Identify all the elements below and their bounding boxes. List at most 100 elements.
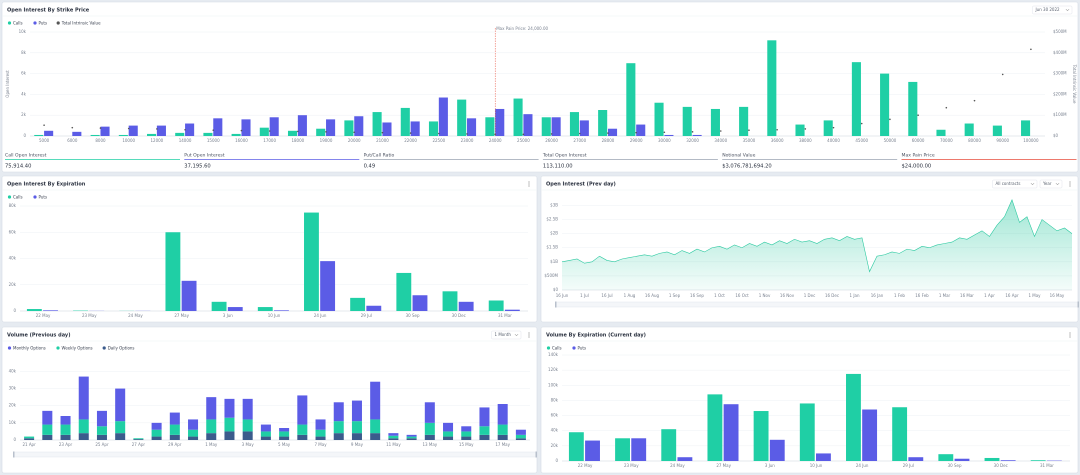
legend-swatch[interactable] bbox=[33, 195, 37, 199]
x-tick-label: 19000 bbox=[320, 138, 333, 143]
x-tick-label: 23 May bbox=[82, 313, 97, 318]
menu-dot[interactable] bbox=[1069, 181, 1071, 183]
x-tick-label: 1 May bbox=[205, 442, 218, 447]
y-tick-label: 60k bbox=[9, 229, 17, 234]
bar-segment bbox=[370, 433, 381, 440]
legend-swatch[interactable] bbox=[102, 346, 106, 350]
menu-dot[interactable] bbox=[528, 334, 530, 336]
bar bbox=[769, 439, 785, 461]
bar bbox=[568, 432, 584, 461]
bar-segment bbox=[479, 434, 490, 440]
navigator[interactable] bbox=[13, 451, 537, 458]
scatter-point bbox=[1001, 73, 1004, 76]
bar-segment bbox=[443, 436, 454, 440]
legend-label[interactable]: Weekly Options bbox=[62, 345, 93, 350]
x-tick-label: 6000 bbox=[67, 138, 78, 143]
x-tick-label: 80000 bbox=[968, 138, 981, 143]
stat-value: 37,195.60 bbox=[184, 164, 210, 170]
scatter-point bbox=[1030, 48, 1032, 51]
menu-dot[interactable] bbox=[528, 185, 530, 187]
bar bbox=[631, 438, 647, 461]
navigator-handle[interactable] bbox=[13, 451, 15, 458]
menu-dot[interactable] bbox=[528, 181, 530, 183]
legend-swatch[interactable] bbox=[572, 346, 576, 350]
bar-segment bbox=[242, 431, 253, 440]
bar-segment bbox=[351, 400, 362, 422]
dropdown-label: Jun 30 2022 bbox=[1035, 7, 1061, 12]
dropdown[interactable] bbox=[1032, 5, 1073, 15]
bar bbox=[287, 130, 298, 136]
bar-segment bbox=[260, 424, 271, 432]
legend-label[interactable]: Total Intrinsic Value bbox=[61, 20, 101, 25]
legend-label[interactable]: Monthly Options bbox=[13, 345, 46, 350]
bar bbox=[908, 81, 918, 136]
x-tick-label: 30 Dec bbox=[452, 313, 466, 318]
bar bbox=[664, 134, 674, 136]
x-tick-label: 25 Apr bbox=[95, 442, 109, 447]
legend-label[interactable]: Calls bbox=[552, 345, 562, 350]
legend-swatch[interactable] bbox=[546, 346, 551, 350]
x-tick-label: 30 Sep bbox=[948, 463, 962, 468]
bar-segment bbox=[351, 433, 362, 440]
bar bbox=[661, 429, 677, 461]
menu-dot[interactable] bbox=[528, 183, 530, 185]
x-tick-label: 16 Jul bbox=[601, 293, 612, 298]
x-tick-label: 3 May bbox=[242, 442, 255, 447]
legend-label[interactable]: Calls bbox=[13, 194, 23, 199]
bar bbox=[984, 457, 1000, 461]
x-tick-label: 10 Jun bbox=[810, 463, 823, 468]
legend-swatch[interactable] bbox=[7, 195, 12, 199]
x-tick-label: 1 Apr bbox=[984, 293, 995, 298]
legend-swatch[interactable] bbox=[7, 346, 12, 350]
x-tick-label: 17000 bbox=[263, 138, 276, 143]
bar bbox=[259, 127, 269, 136]
bar-segment bbox=[96, 426, 107, 435]
bar bbox=[615, 438, 630, 461]
y-tick-label: 20k bbox=[9, 403, 17, 408]
legend-label[interactable]: Daily Options bbox=[108, 345, 135, 350]
x-tick-label: 30 Dec bbox=[994, 463, 1008, 468]
bar-segment bbox=[151, 422, 162, 430]
legend-swatch[interactable] bbox=[33, 21, 37, 25]
bar-segment bbox=[115, 388, 126, 422]
bar bbox=[185, 123, 195, 136]
x-tick-label: 50000 bbox=[884, 138, 897, 143]
y-tick-label: $1B bbox=[550, 259, 558, 264]
legend-label[interactable]: Calls bbox=[13, 20, 23, 25]
navigator-handle[interactable] bbox=[1077, 301, 1080, 308]
navigator[interactable] bbox=[555, 301, 1079, 308]
panel-title: Open Interest (Prev day) bbox=[546, 182, 616, 188]
legend-label[interactable]: Puts bbox=[39, 194, 48, 199]
bar-segment bbox=[115, 421, 126, 434]
menu-dot[interactable] bbox=[1069, 185, 1071, 187]
legend-label[interactable]: Puts bbox=[39, 20, 48, 25]
menu-dot[interactable] bbox=[528, 332, 530, 334]
x-tick-label: 10 Jun bbox=[268, 313, 281, 318]
bar bbox=[579, 120, 589, 136]
x-tick-label: 35000 bbox=[743, 138, 756, 143]
menu-dot[interactable] bbox=[1069, 183, 1071, 185]
legend-swatch[interactable] bbox=[56, 346, 60, 350]
stat-value: 0.49 bbox=[364, 164, 376, 170]
scatter-point bbox=[804, 128, 807, 130]
scatter-point bbox=[832, 126, 835, 129]
dropdown[interactable] bbox=[491, 330, 522, 340]
legend-label[interactable]: Puts bbox=[578, 345, 587, 350]
menu-dot[interactable] bbox=[1069, 336, 1071, 338]
navigator-handle[interactable] bbox=[555, 301, 557, 308]
menu-dot[interactable] bbox=[1069, 332, 1071, 334]
menu-dot[interactable] bbox=[528, 336, 530, 338]
y-tick-label: 10k bbox=[9, 420, 17, 425]
bar-segment bbox=[424, 422, 435, 435]
bar-segment bbox=[279, 428, 290, 432]
bar-segment bbox=[96, 410, 107, 427]
legend-swatch[interactable] bbox=[56, 21, 60, 25]
dropdown[interactable] bbox=[1039, 179, 1063, 189]
y-tick-label: 2k bbox=[21, 112, 27, 117]
bar-segment bbox=[24, 438, 35, 440]
x-tick-label: 16 May bbox=[1050, 293, 1065, 298]
menu-dot[interactable] bbox=[1069, 334, 1071, 336]
legend-swatch[interactable] bbox=[7, 21, 12, 25]
dropdown[interactable] bbox=[992, 179, 1038, 189]
navigator-handle[interactable] bbox=[535, 451, 538, 458]
